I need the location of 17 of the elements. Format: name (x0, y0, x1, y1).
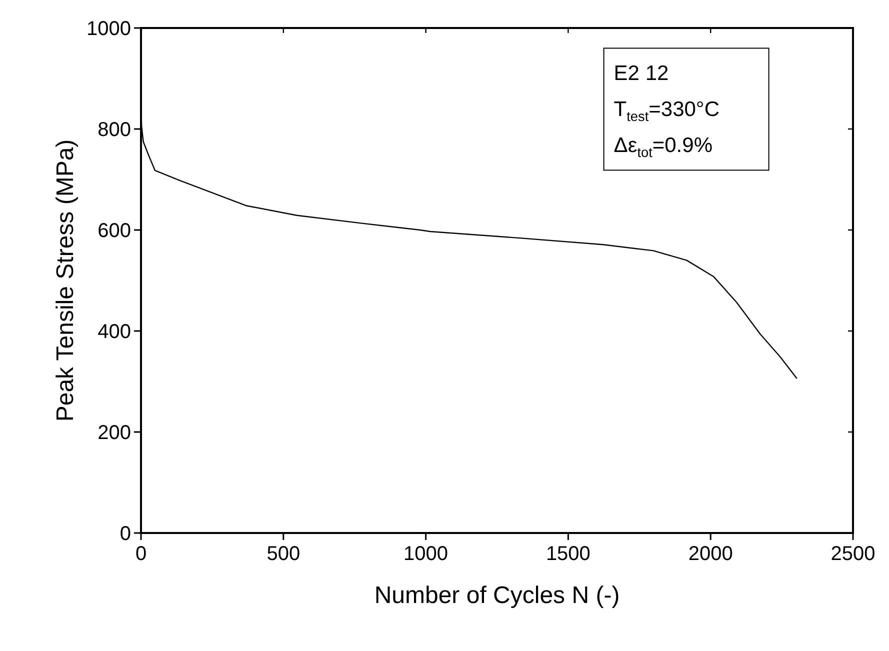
y-tick-label: 200 (98, 422, 131, 444)
x-tick-label: 2500 (830, 543, 876, 565)
annotation: T$_{test}$=330°C (614, 98, 720, 124)
x-tick-label: 2000 (688, 543, 733, 565)
y-tick-label: 400 (98, 321, 131, 343)
y-axis-title: Peak Tensile Stress (MPa) (52, 139, 79, 422)
x-tick-label: 0 (135, 543, 147, 565)
annotation: Δε$_{tot}$=0.9% (614, 134, 713, 160)
x-tick-label: 1000 (404, 543, 448, 565)
y-tick-label: 1000 (86, 18, 131, 40)
y-tick-label: 800 (98, 119, 131, 141)
y-tick-label: 0 (120, 523, 131, 545)
x-axis-title: Number of Cycles N (-) (374, 582, 620, 609)
y-tick-label: 600 (98, 220, 131, 242)
x-tick-label: 500 (266, 543, 300, 565)
annotation: E2 12 (614, 62, 669, 86)
x-tick-label: 1500 (546, 543, 590, 565)
